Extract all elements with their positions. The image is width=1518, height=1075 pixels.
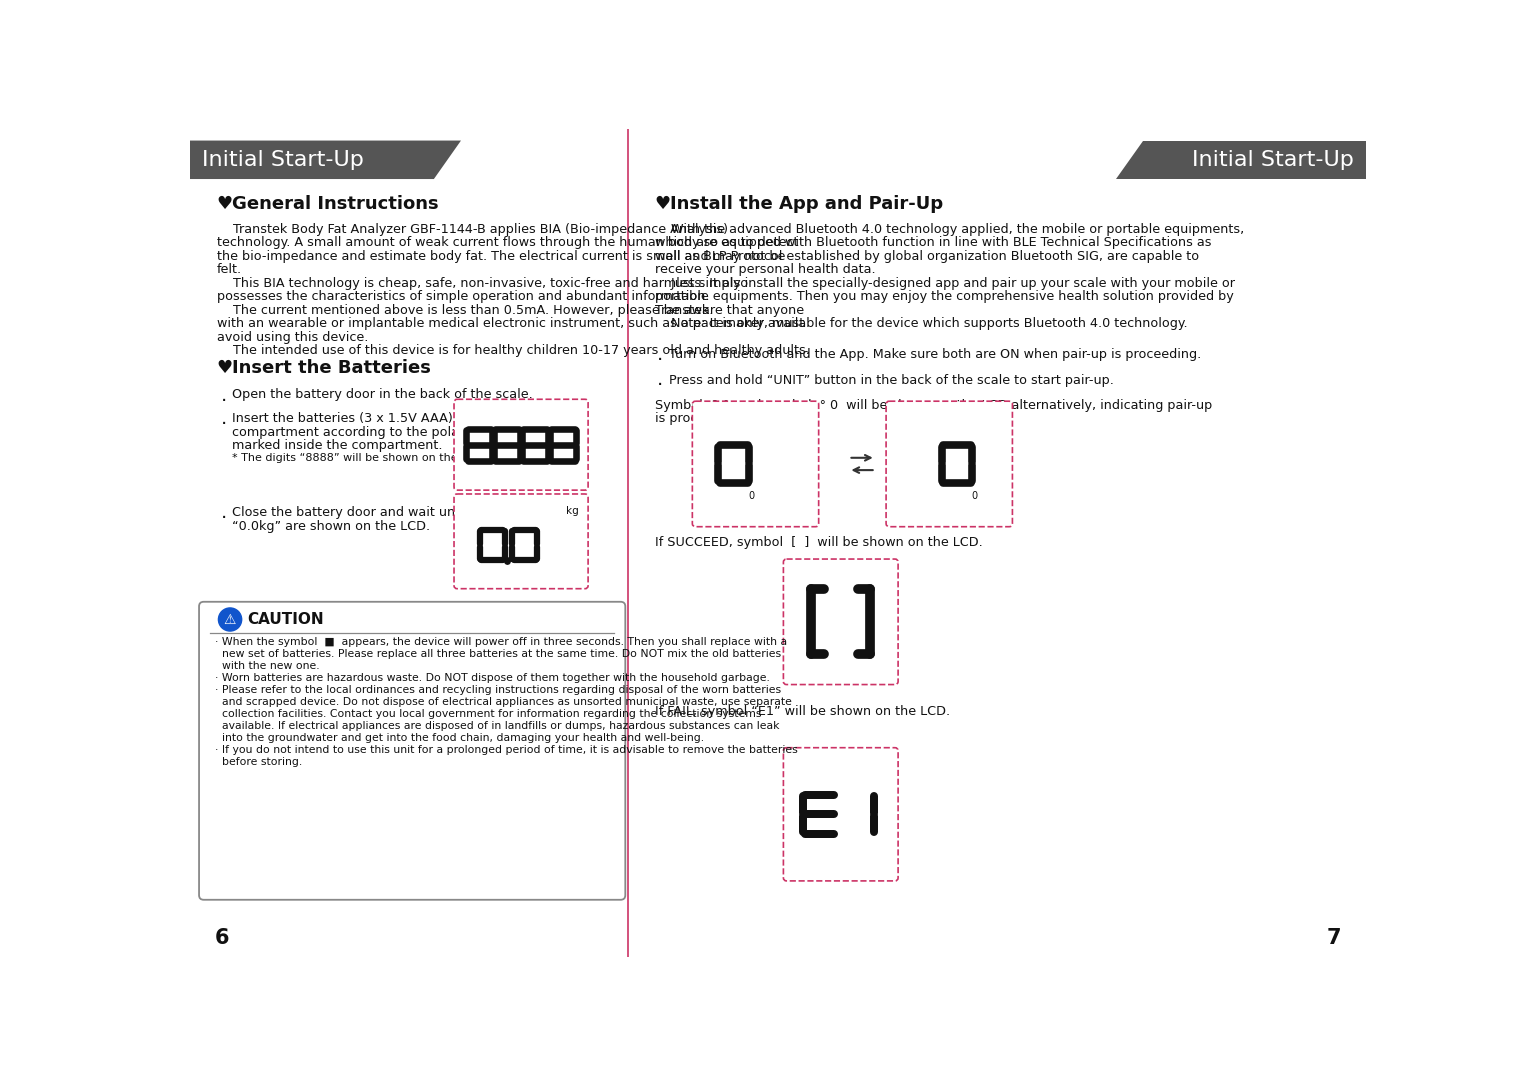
Text: Insert the Batteries: Insert the Batteries (232, 359, 431, 376)
Text: · Worn batteries are hazardous waste. Do NOT dispose of them together with the h: · Worn batteries are hazardous waste. Do… (214, 673, 770, 683)
Text: portable equipments. Then you may enjoy the comprehensive health solution provid: portable equipments. Then you may enjoy … (654, 290, 1234, 303)
Text: 6: 6 (214, 928, 229, 947)
Text: Close the battery door and wait until the digits: Close the battery door and wait until th… (232, 506, 531, 519)
Text: * The digits “8888” will be shown on the LCD.: * The digits “8888” will be shown on the… (232, 453, 487, 462)
Text: technology. A small amount of weak current flows through the human body so as to: technology. A small amount of weak curre… (217, 236, 798, 249)
Text: 0: 0 (748, 491, 754, 501)
Text: collection facilities. Contact you local government for information regarding th: collection facilities. Contact you local… (214, 708, 761, 719)
Text: Transtek Body Fat Analyzer GBF-1144-B applies BIA (Bio-impedance Analysis): Transtek Body Fat Analyzer GBF-1144-B ap… (217, 223, 727, 235)
Text: Transtek.: Transtek. (654, 304, 713, 317)
Text: compartment according to the polarity indications: compartment according to the polarity in… (232, 426, 554, 439)
Text: Press and hold “UNIT” button in the back of the scale to start pair-up.: Press and hold “UNIT” button in the back… (669, 374, 1114, 387)
Text: which are equipped with Bluetooth function in line with BLE Technical Specificat: which are equipped with Bluetooth functi… (654, 236, 1211, 249)
Text: · When the symbol  ■  appears, the device will power off in three seconds. Then : · When the symbol ■ appears, the device … (214, 637, 786, 647)
Text: ·: · (220, 391, 228, 411)
Text: Insert the batteries (3 x 1.5V AAA) into the battery: Insert the batteries (3 x 1.5V AAA) into… (232, 413, 557, 426)
Text: Turn on Bluetooth and the App. Make sure both are ON when pair-up is proceeding.: Turn on Bluetooth and the App. Make sure… (669, 348, 1201, 361)
Text: 7: 7 (1327, 928, 1342, 947)
FancyBboxPatch shape (692, 401, 818, 527)
Text: CAUTION: CAUTION (247, 612, 323, 627)
Text: and scrapped device. Do not dispose of electrical appliances as unsorted municip: and scrapped device. Do not dispose of e… (214, 697, 791, 707)
Text: ·: · (657, 376, 663, 396)
Text: · Please refer to the local ordinances and recycling instructions regarding disp: · Please refer to the local ordinances a… (214, 685, 780, 694)
Text: with the new one.: with the new one. (214, 661, 319, 671)
Text: avoid using this device.: avoid using this device. (217, 331, 369, 344)
Text: · If you do not intend to use this unit for a prolonged period of time, it is ad: · If you do not intend to use this unit … (214, 745, 797, 755)
FancyBboxPatch shape (454, 494, 587, 589)
Text: into the groundwater and get into the food chain, damaging your health and well-: into the groundwater and get into the fo… (214, 733, 704, 743)
Text: ♥: ♥ (217, 195, 232, 213)
Text: ⚠: ⚠ (223, 613, 237, 627)
Text: ·: · (220, 415, 228, 434)
Text: receive your personal health data.: receive your personal health data. (654, 263, 876, 276)
FancyBboxPatch shape (454, 399, 587, 490)
Text: possesses the characteristics of simple operation and abundant information.: possesses the characteristics of simple … (217, 290, 709, 303)
Text: With the advanced Bluetooth 4.0 technology applied, the mobile or portable equip: With the advanced Bluetooth 4.0 technolo… (654, 223, 1243, 235)
Text: kg: kg (566, 506, 578, 516)
Text: Open the battery door in the back of the scale.: Open the battery door in the back of the… (232, 388, 533, 401)
Text: The intended use of this device is for healthy children 10-17 years old and heal: The intended use of this device is for h… (217, 344, 809, 357)
Text: the bio-impedance and estimate body fat. The electrical current is small and may: the bio-impedance and estimate body fat.… (217, 249, 785, 263)
Text: If SUCCEED, symbol  [  ]  will be shown on the LCD.: If SUCCEED, symbol [ ] will be shown on … (654, 535, 982, 548)
Text: The current mentioned above is less than 0.5mA. However, please be aware that an: The current mentioned above is less than… (217, 304, 805, 317)
Text: General Instructions: General Instructions (232, 195, 439, 213)
Text: well as BLP Protocol established by global organization Bluetooth SIG, are capab: well as BLP Protocol established by glob… (654, 249, 1199, 263)
Text: Initial Start-Up: Initial Start-Up (202, 149, 364, 170)
Text: ·: · (657, 350, 663, 370)
Text: Just simply install the specially-designed app and pair up your scale with your : Just simply install the specially-design… (654, 277, 1234, 290)
FancyBboxPatch shape (887, 401, 1013, 527)
Text: Initial Start-Up: Initial Start-Up (1192, 149, 1354, 170)
Text: ♥: ♥ (654, 195, 671, 213)
Text: felt.: felt. (217, 263, 241, 276)
FancyBboxPatch shape (783, 748, 899, 880)
FancyBboxPatch shape (783, 559, 899, 685)
Text: This BIA technology is cheap, safe, non-invasive, toxic-free and harmless. It al: This BIA technology is cheap, safe, non-… (217, 277, 748, 290)
Polygon shape (190, 141, 461, 180)
Circle shape (219, 608, 241, 631)
Text: ·: · (220, 510, 228, 529)
Text: with an wearable or implantable medical electronic instrument, such as a pacemak: with an wearable or implantable medical … (217, 317, 805, 330)
Text: Note: It is only available for the device which supports Bluetooth 4.0 technolog: Note: It is only available for the devic… (654, 317, 1187, 330)
Text: “0.0kg” are shown on the LCD.: “0.0kg” are shown on the LCD. (232, 520, 431, 533)
Text: Symbol  0 °  and symbol  ° 0  will be shown on the LCD alternatively, indicating: Symbol 0 ° and symbol ° 0 will be shown … (654, 399, 1211, 412)
Text: Install the App and Pair-Up: Install the App and Pair-Up (671, 195, 943, 213)
Text: marked inside the compartment.: marked inside the compartment. (232, 440, 443, 453)
Text: 0: 0 (972, 491, 978, 501)
Polygon shape (1116, 141, 1366, 180)
Text: before storing.: before storing. (214, 757, 302, 766)
Text: available. If electrical appliances are disposed of in landfills or dumps, hazar: available. If electrical appliances are … (214, 720, 779, 731)
Text: If FAIL, symbol “E1” will be shown on the LCD.: If FAIL, symbol “E1” will be shown on th… (654, 705, 950, 718)
Text: ♥: ♥ (217, 359, 232, 376)
Text: is proceeding.: is proceeding. (654, 412, 745, 425)
Text: new set of batteries. Please replace all three batteries at the same time. Do NO: new set of batteries. Please replace all… (214, 649, 780, 659)
FancyBboxPatch shape (199, 602, 625, 900)
